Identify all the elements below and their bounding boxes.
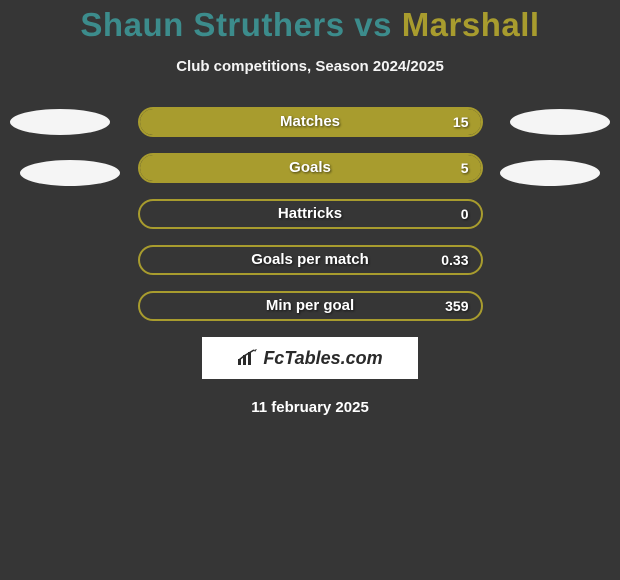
page-title: Shaun Struthers vs Marshall [0, 6, 620, 44]
stat-bar: Goals5 [138, 153, 483, 183]
stat-bar-label: Goals per match [140, 247, 481, 273]
stat-bar-label: Hattricks [140, 201, 481, 227]
brand-label: FcTables.com [263, 348, 382, 369]
stat-bar-value: 0.33 [441, 247, 468, 273]
player1-avatar-placeholder-top [10, 109, 110, 135]
stat-bar: Matches15 [138, 107, 483, 137]
brand-box: FcTables.com [202, 337, 418, 379]
stat-bar-label: Goals [140, 155, 481, 181]
stat-bar: Goals per match0.33 [138, 245, 483, 275]
player2-avatar-placeholder-bottom [500, 160, 600, 186]
date: 11 february 2025 [0, 399, 620, 416]
stat-bar-value: 0 [461, 201, 469, 227]
stat-bar-value: 15 [453, 109, 469, 135]
player2-avatar-placeholder-top [510, 109, 610, 135]
stat-bar-label: Min per goal [140, 293, 481, 319]
stat-bar-value: 5 [461, 155, 469, 181]
infographic-container: Shaun Struthers vs Marshall Club competi… [0, 0, 620, 416]
stat-bar: Min per goal359 [138, 291, 483, 321]
player1-avatar-placeholder-bottom [20, 160, 120, 186]
subtitle: Club competitions, Season 2024/2025 [0, 58, 620, 75]
stats-area: Matches15 Goals5 Hattricks0 Goals per match… [0, 107, 620, 321]
title-player2: Marshall [402, 6, 540, 43]
brand: FcTables.com [237, 348, 382, 369]
stat-bar-value: 359 [445, 293, 468, 319]
title-player1: Shaun Struthers [80, 6, 344, 43]
stat-bar-label: Matches [140, 109, 481, 135]
bar-chart-icon [237, 349, 259, 367]
stat-bars: Matches15 Goals5 Hattricks0 Goals per match… [138, 107, 483, 321]
title-vs: vs [354, 6, 392, 43]
stat-bar: Hattricks0 [138, 199, 483, 229]
